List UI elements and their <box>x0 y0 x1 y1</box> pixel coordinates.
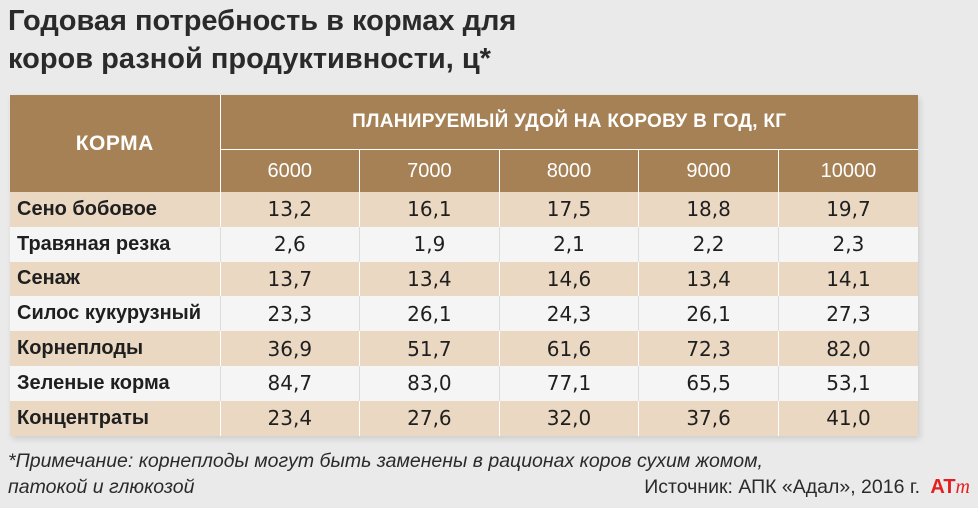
table-cell: 24,3 <box>499 296 640 332</box>
column-header-7000: 7000 <box>359 149 500 192</box>
table-row: Силос кукурузный 23,3 26,1 24,3 26,1 27,3 <box>10 296 919 332</box>
table-cell: 82,0 <box>778 331 919 366</box>
table-cell: 2,2 <box>638 226 779 262</box>
footnote-line-2: патокой и глюкозой <box>8 476 195 498</box>
table-cell: 53,1 <box>778 365 919 401</box>
table-cell: 1,9 <box>359 226 500 262</box>
column-header-8000: 8000 <box>499 149 640 192</box>
table-cell: 84,7 <box>220 365 361 401</box>
table-cell: 13,4 <box>359 261 500 297</box>
page-title: Годовая потребность в кормах для коров р… <box>8 2 908 78</box>
table-cell: 23,3 <box>220 296 361 332</box>
table-row: Сенаж 13,7 13,4 14,6 13,4 14,1 <box>10 261 919 297</box>
table-cell: 17,5 <box>499 192 640 227</box>
title-line-2: коров разной продуктивности, ц* <box>8 43 491 75</box>
table-cell: 23,4 <box>220 400 361 436</box>
table-cell: 2,3 <box>778 226 919 262</box>
row-label: Сенаж <box>10 261 221 297</box>
table-row: Сено бобовое 13,2 16,1 17,5 18,8 19,7 <box>10 192 919 227</box>
footnote-line-1: *Примечание: корнеплоды могут быть замен… <box>8 450 763 472</box>
source-text: Источник: АПК «Адал», 2016 г. <box>644 476 920 498</box>
column-header-9000: 9000 <box>638 149 779 192</box>
table-cell: 16,1 <box>359 192 500 227</box>
table-cell: 51,7 <box>359 331 500 366</box>
table-cell: 13,4 <box>638 261 779 297</box>
table-cell: 18,8 <box>638 192 779 227</box>
column-header-6000: 6000 <box>220 149 361 192</box>
table-cell: 14,6 <box>499 261 640 297</box>
table-cell: 36,9 <box>220 331 361 366</box>
row-header-label: КОРМА <box>10 95 221 192</box>
table-cell: 83,0 <box>359 365 500 401</box>
table-cell: 27,6 <box>359 400 500 436</box>
table-body: Сено бобовое 13,2 16,1 17,5 18,8 19,7 Травяная… <box>10 192 919 436</box>
table-cell: 13,2 <box>220 192 361 227</box>
table-cell: 13,7 <box>220 261 361 297</box>
table-row: Концентраты 23,4 27,6 32,0 37,6 41,0 <box>10 400 919 436</box>
row-label: Травяная резка <box>10 226 221 262</box>
table-cell: 77,1 <box>499 365 640 401</box>
table-cell: 2,1 <box>499 226 640 262</box>
table-row: Зеленые корма 84,7 83,0 77,1 65,5 53,1 <box>10 365 919 401</box>
table-cell: 26,1 <box>638 296 779 332</box>
column-header-10000: 10000 <box>778 149 919 192</box>
logo-letters: AT <box>930 476 956 498</box>
logo-letter-m: m <box>955 476 970 498</box>
table-cell: 65,5 <box>638 365 779 401</box>
table-cell: 14,1 <box>778 261 919 297</box>
table-cell: 2,6 <box>220 226 361 262</box>
row-label: Концентраты <box>10 400 221 436</box>
table-row: Корнеплоды 36,9 51,7 61,6 72,3 82,0 <box>10 331 919 366</box>
table-row: Травяная резка 2,6 1,9 2,1 2,2 2,3 <box>10 226 919 262</box>
feed-table-container: КОРМА ПЛАНИРУЕМЫЙ УДОЙ НА КОРОВУ В ГОД, … <box>10 95 919 436</box>
table-cell: 72,3 <box>638 331 779 366</box>
table-cell: 41,0 <box>778 400 919 436</box>
column-group-label: ПЛАНИРУЕМЫЙ УДОЙ НА КОРОВУ В ГОД, КГ <box>220 95 919 150</box>
publisher-logo: ATm <box>930 474 970 500</box>
table-cell: 26,1 <box>359 296 500 332</box>
row-label: Сено бобовое <box>10 192 221 227</box>
column-header-row: 6000 7000 8000 9000 10000 <box>10 149 919 192</box>
row-label: Силос кукурузный <box>10 296 221 332</box>
row-label: Корнеплоды <box>10 331 221 366</box>
table-cell: 37,6 <box>638 400 779 436</box>
table-cell: 61,6 <box>499 331 640 366</box>
footnote: *Примечание: корнеплоды могут быть замен… <box>8 448 908 500</box>
table-cell: 27,3 <box>778 296 919 332</box>
title-line-1: Годовая потребность в кормах для <box>8 5 517 37</box>
table-cell: 32,0 <box>499 400 640 436</box>
feed-table: КОРМА ПЛАНИРУЕМЫЙ УДОЙ НА КОРОВУ В ГОД, … <box>10 95 919 436</box>
row-label: Зеленые корма <box>10 365 221 401</box>
table-cell: 19,7 <box>778 192 919 227</box>
